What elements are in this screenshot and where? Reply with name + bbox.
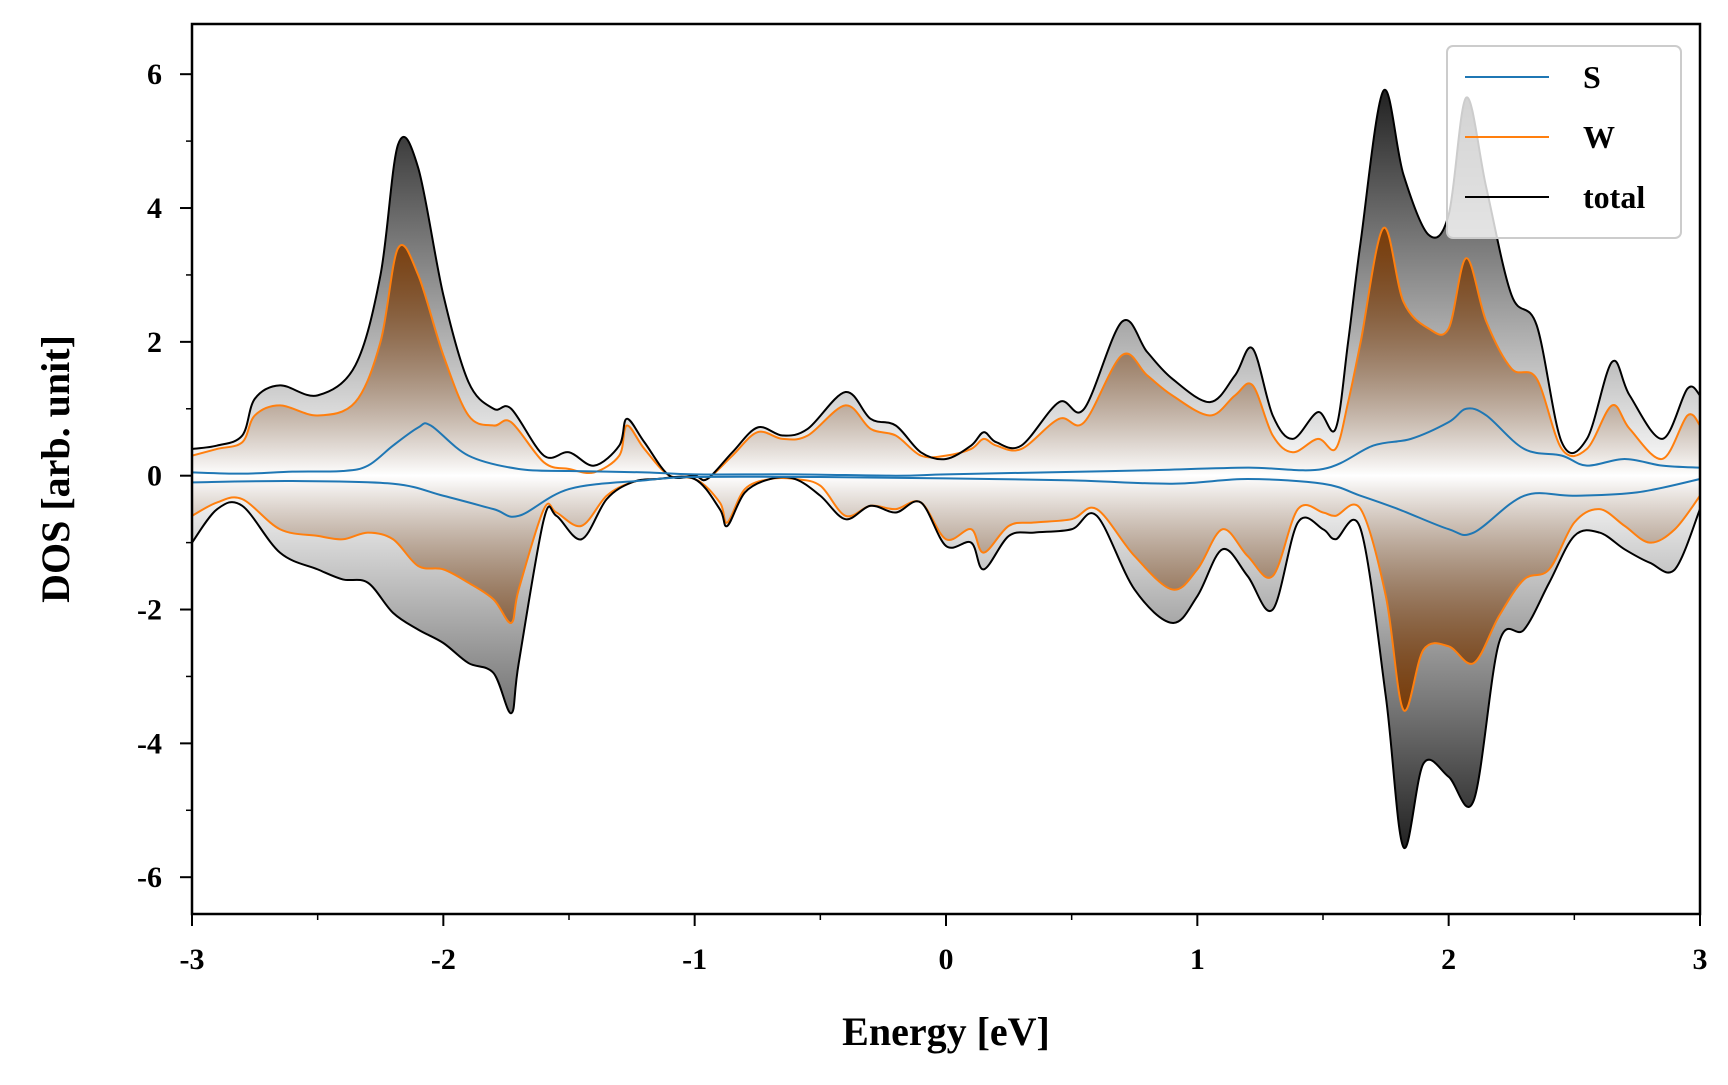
x-tick-label: 1: [1190, 943, 1205, 976]
x-tick-label: -3: [180, 943, 205, 976]
x-tick-label: 2: [1441, 943, 1456, 976]
y-tick-label: 2: [147, 326, 162, 359]
y-tick-label: 4: [147, 192, 162, 225]
legend-label-total: total: [1583, 179, 1645, 215]
y-tick-label: -6: [137, 861, 162, 894]
y-tick-label: -4: [137, 727, 162, 760]
ticks-layer: -3 -2 -1 0 1 2 3 6 4 2 0 -2 -4 -6: [137, 58, 1708, 976]
x-tick-label: 0: [939, 943, 954, 976]
y-tick-label: -2: [137, 594, 162, 627]
x-tick-label: -1: [682, 943, 707, 976]
x-tick-label: 3: [1693, 943, 1708, 976]
line-s-up: [192, 407, 1700, 477]
line-s-down: [192, 475, 1700, 536]
x-tick-label: -2: [431, 943, 456, 976]
fill-w-down: [192, 475, 1700, 711]
x-axis-title: Energy [eV]: [842, 1009, 1050, 1054]
y-tick-label: 0: [147, 460, 162, 493]
legend-label-w: W: [1583, 119, 1615, 155]
line-w-down: [192, 476, 1700, 712]
legend-label-s: S: [1583, 59, 1601, 95]
line-w-up: [192, 227, 1700, 482]
y-tick-label: 6: [147, 58, 162, 91]
line-total-down: [192, 475, 1700, 849]
y-axis-title: DOS [arb. unit]: [33, 335, 78, 603]
legend-box: [1446, 45, 1682, 239]
